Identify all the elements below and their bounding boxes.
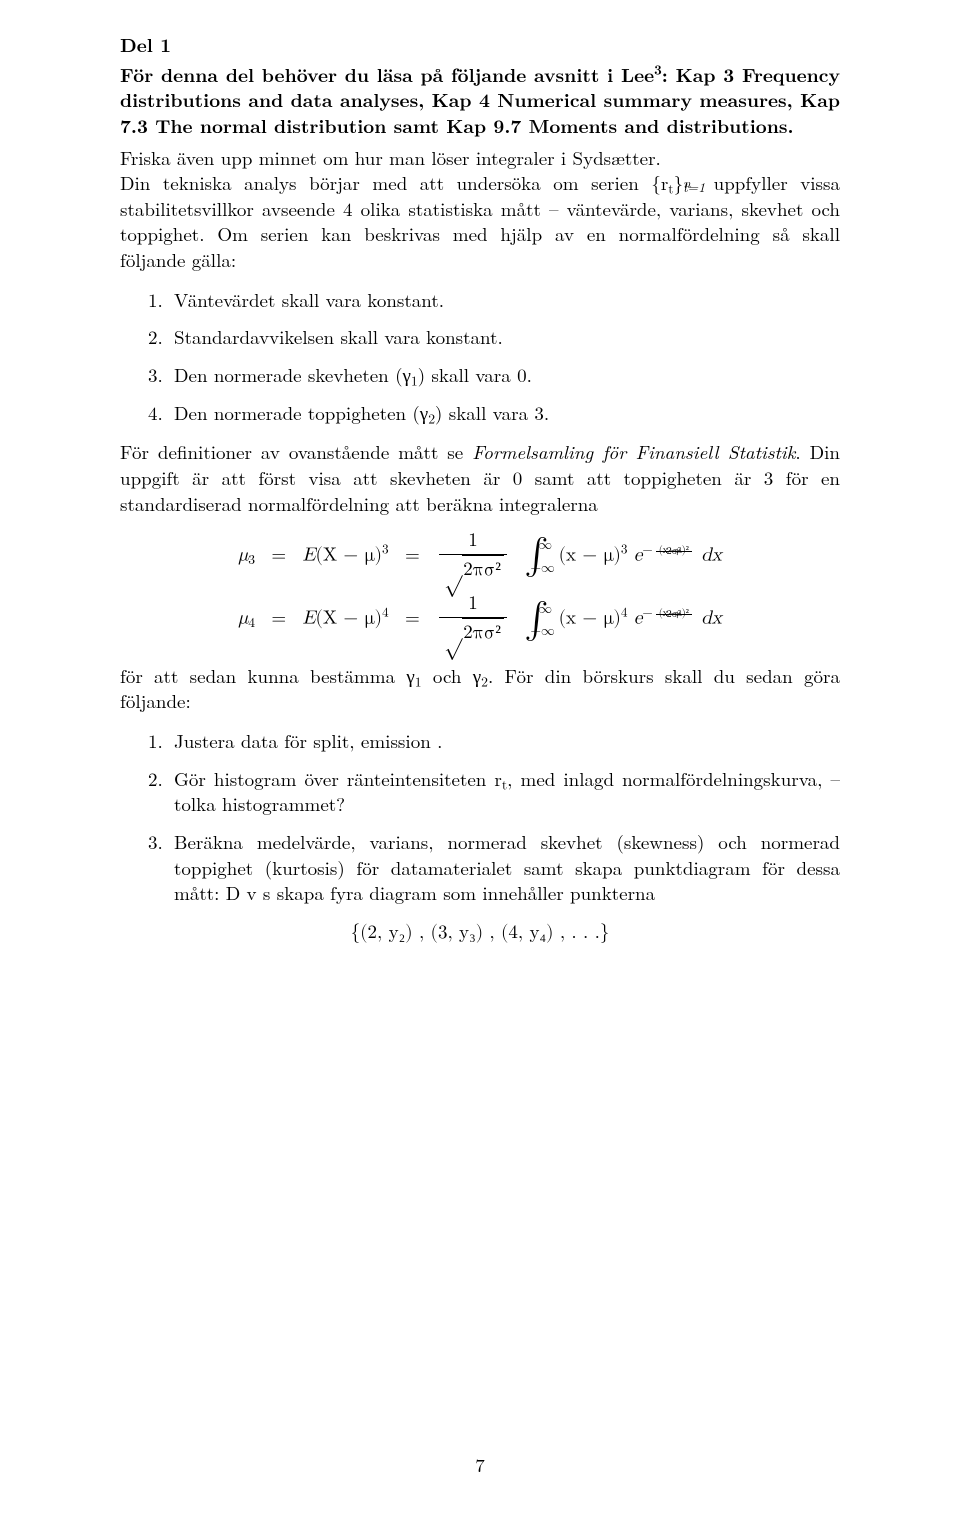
l1t4b: ) skall vara 3. — [435, 399, 549, 426]
l1t3sub: 1 — [411, 370, 418, 389]
int2: ∫ ∞ −∞ — [522, 606, 550, 635]
eq-sign-3: = — [271, 609, 286, 628]
frac1-num: 1 — [439, 528, 507, 554]
paragraph-1: Friska även upp minnet om hur man löser … — [120, 145, 840, 273]
list2-txt-3: Beräkna medelvärde, varians, normerad sk… — [174, 829, 840, 906]
eq-sign-4: = — [405, 609, 420, 628]
list2-item-1: 1. Justera data för split, emission . — [148, 728, 840, 754]
exp2: −(x−μ)²2σ² — [642, 606, 695, 620]
list1-num-3: 3. — [148, 362, 174, 388]
p3a: för att sedan kunna bestämma γ — [120, 662, 415, 689]
Xmu2: (X − μ) — [315, 609, 382, 628]
list-2: 1. Justera data för split, emission . 2.… — [148, 728, 840, 906]
list-1: 1. Väntevärdet skall vara konstant. 2. S… — [148, 287, 840, 426]
p3s2: 2 — [481, 671, 488, 690]
l1t3b: ) skall vara 0. — [418, 361, 532, 388]
pow3-1: 3 — [382, 543, 389, 557]
frac1-den: 2πσ² — [439, 554, 507, 586]
mu3-sym: μ — [238, 546, 248, 565]
list1-txt-3: Den normerade skevheten (γ1) skall vara … — [174, 362, 840, 388]
list1-item-4: 4. Den normerade toppigheten (γ2) skall … — [148, 400, 840, 426]
list1-item-1: 1. Väntevärdet skall vara konstant. — [148, 287, 840, 313]
eq-mu3: μ3 = E(X − μ)3 = 1 2πσ² ∫ ∞ −∞ (x − μ)3 … — [120, 528, 840, 585]
equation-block-1: μ3 = E(X − μ)3 = 1 2πσ² ∫ ∞ −∞ (x − μ)3 … — [120, 528, 840, 648]
p1a: Friska även upp minnet om hur man löser … — [120, 144, 661, 171]
sqrt1: 2πσ² — [442, 555, 504, 586]
pow4-2: 4 — [621, 606, 628, 620]
equation-block-2: {(2, y₂) , (3, y₃) , (4, y₄) , . . .} — [120, 920, 840, 946]
eq-mu4: μ4 = E(X − μ)4 = 1 2πσ² ∫ ∞ −∞ (x − μ)4 … — [120, 591, 840, 648]
page: Del 1 För denna del behöver du läsa på f… — [0, 0, 960, 1520]
list1-txt-1: Väntevärdet skall vara konstant. — [174, 287, 840, 313]
paragraph-2: För definitioner av ovanstående mått se … — [120, 439, 840, 516]
list2-num-3: 3. — [148, 829, 174, 906]
int1-lo: −∞ — [530, 559, 554, 577]
page-number: 7 — [0, 1452, 960, 1478]
list1-num-1: 1. — [148, 287, 174, 313]
frac1: 1 2πσ² — [439, 528, 507, 585]
p1b-pre: Din tekniska analys börjar med att under… — [120, 169, 651, 196]
p3mid: och γ — [422, 662, 482, 689]
list1-item-3: 3. Den normerade skevheten (γ1) skall va… — [148, 362, 840, 388]
dx2: dx — [701, 609, 722, 628]
int2-up: ∞ — [538, 600, 552, 618]
frac2-den: 2πσ² — [439, 617, 507, 649]
mu4-sub: 4 — [248, 617, 255, 631]
section-label: Del 1 — [120, 32, 840, 58]
list1-num-4: 4. — [148, 400, 174, 426]
sqrt2: 2πσ² — [442, 618, 504, 649]
xmu1: (x − μ) — [559, 546, 621, 565]
int2-lo: −∞ — [530, 622, 554, 640]
int1-up: ∞ — [538, 536, 552, 554]
list1-item-2: 2. Standardavvikelsen skall vara konstan… — [148, 324, 840, 350]
p3s1: 1 — [415, 671, 422, 690]
list1-txt-2: Standardavvikelsen skall vara konstant. — [174, 324, 840, 350]
l1t3a: Den normerade skevheten (γ — [174, 361, 411, 388]
p2a: För definitioner av ovanstående mått se — [120, 438, 472, 465]
frac2-num: 1 — [439, 591, 507, 617]
list1-num-2: 2. — [148, 324, 174, 350]
list2-num-2: 2. — [148, 766, 174, 817]
list2-txt-2: Gör histogram över ränteintensiteten rt,… — [174, 766, 840, 817]
p2-italic: Formelsamling för Finansiell Statistik — [472, 438, 795, 465]
frac2: 1 2πσ² — [439, 591, 507, 648]
paragraph-3: för att sedan kunna bestämma γ1 och γ2. … — [120, 663, 840, 714]
rad1: 2πσ² — [462, 555, 504, 583]
series-sub-t1: t=1 — [683, 178, 705, 196]
eq2-set: {(2, y₂) , (3, y₃) , (4, y₄) , . . .} — [351, 923, 610, 942]
E1: E — [303, 546, 316, 565]
intro-sup: 3 — [654, 59, 662, 78]
pow4-1: 4 — [382, 606, 389, 620]
Xmu1: (X − μ) — [315, 546, 382, 565]
exp1: −(x−μ)²2σ² — [642, 543, 695, 557]
series-brace-open: {r — [651, 169, 668, 196]
intro-prefix: För denna del behöver du läsa på följand… — [120, 60, 654, 88]
list2-item-2: 2. Gör histogram över ränteintensiteten … — [148, 766, 840, 817]
list2-item-3: 3. Beräkna medelvärde, varians, normerad… — [148, 829, 840, 906]
eq-sign-1: = — [271, 546, 286, 565]
mu4-sym: μ — [238, 609, 248, 628]
eq-sign-2: = — [405, 546, 420, 565]
intro-bold: För denna del behöver du läsa på följand… — [120, 62, 840, 139]
mu3-sub: 3 — [248, 553, 255, 567]
list1-txt-4: Den normerade toppigheten (γ2) skall var… — [174, 400, 840, 426]
E2: E — [303, 609, 316, 628]
series-brace-close: } — [674, 169, 684, 196]
l2t2a: Gör histogram över ränteintensiteten r — [174, 765, 502, 792]
list2-num-1: 1. — [148, 728, 174, 754]
dx1: dx — [701, 546, 722, 565]
pow3-2: 3 — [621, 543, 628, 557]
int1: ∫ ∞ −∞ — [522, 542, 550, 571]
xmu2: (x − μ) — [559, 609, 621, 628]
l1t4a: Den normerade toppigheten (γ — [174, 399, 428, 426]
list2-txt-1: Justera data för split, emission . — [174, 728, 840, 754]
rad2: 2πσ² — [462, 618, 504, 646]
